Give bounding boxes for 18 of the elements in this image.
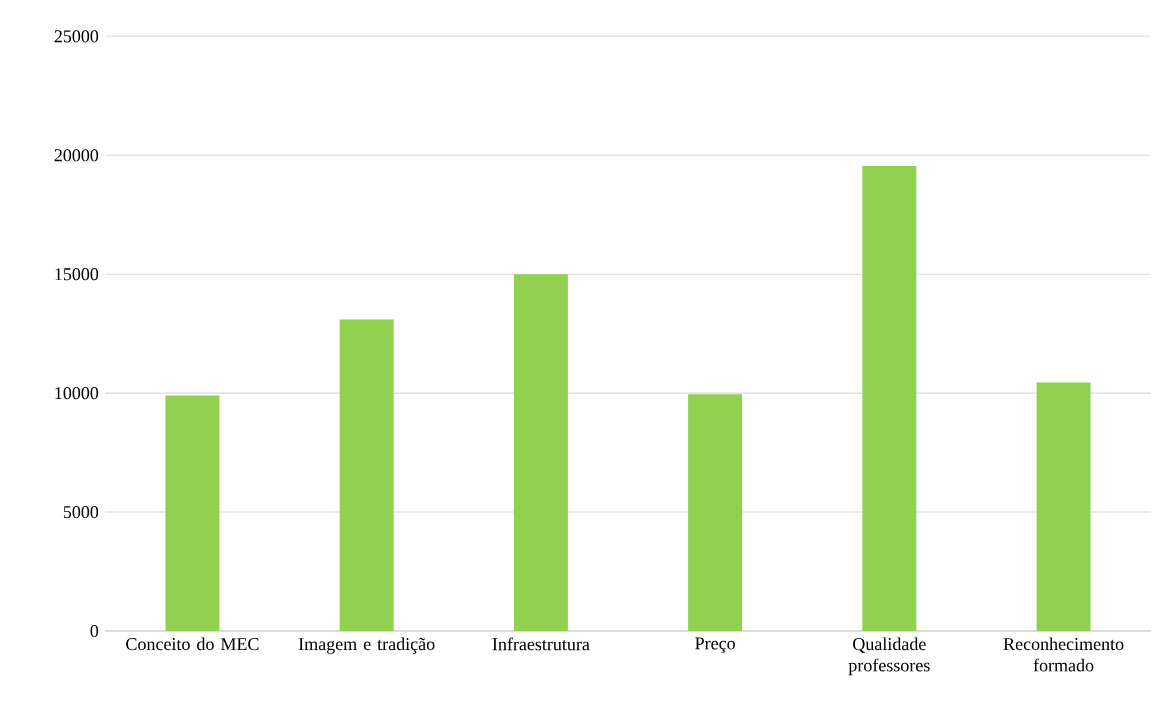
y-tick-label: 25000 [54,30,99,43]
y-tick-label: 20000 [54,149,99,162]
y-tick-label: 0 [90,624,99,638]
bar [339,319,394,631]
x-tick-label: Imagem e tradição [298,637,435,654]
bar [165,395,220,631]
y-tick-label: 10000 [55,387,99,400]
x-tick-label: Infraestrutura [492,637,590,651]
bar [862,165,917,631]
bar [513,274,568,631]
x-tick-label: Reconhecimento formado [1003,637,1124,672]
y-tick-label: 15000 [55,268,99,281]
x-tick-label: Qualidade professores [848,637,930,676]
bar [1036,382,1091,631]
bar [688,394,743,631]
y-tick-label: 5000 [63,505,99,519]
x-tick-label: Preço [695,637,735,654]
x-tick-label: Conceito do MEC [126,637,259,651]
